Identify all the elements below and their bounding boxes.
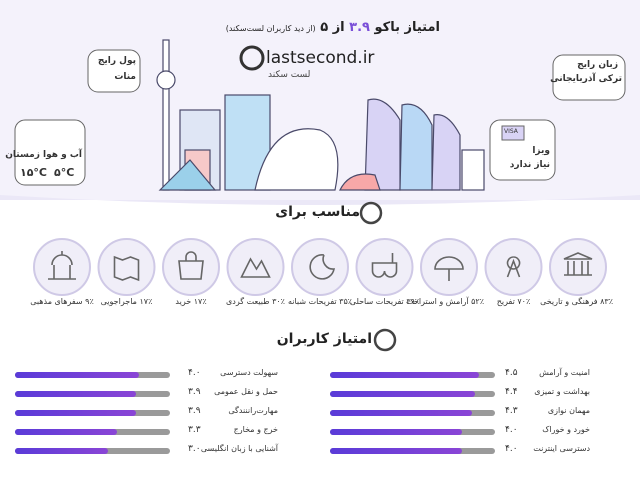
title-start: امتیاز باکو: [374, 20, 440, 35]
icon-circle: [355, 238, 414, 296]
rating-bar: [15, 372, 139, 378]
icon-circle: [549, 238, 607, 296]
icon: [434, 256, 464, 281]
weather-low: ۵°C: [54, 166, 75, 179]
rating-bar: [15, 429, 118, 435]
icon-circle: [33, 238, 91, 296]
rating-score: ۳.۹: [188, 406, 201, 416]
rating-score: ۴.۰: [505, 444, 518, 454]
rating-score: ۴.۳: [505, 406, 518, 416]
rating-label: آشنایی با زبان انگلیسی: [200, 444, 278, 453]
rating-score: ۳.۹: [188, 387, 201, 397]
score: ۳.۹: [349, 20, 370, 35]
rating-label: خرج و مخارج: [233, 425, 278, 434]
title-of: از: [332, 20, 345, 35]
rating-bar: [15, 410, 136, 416]
rating-bar: [15, 448, 108, 454]
language-value: ترکی آذربایجانی: [550, 74, 622, 84]
currency-value: منات: [114, 72, 136, 82]
suitable-label: ۷۰٪ تفریح: [496, 297, 531, 306]
rating-label: سهولت دسترسی: [220, 368, 278, 377]
max: ۵: [320, 20, 329, 35]
rating-label: دسترسی اینترنت: [533, 444, 590, 453]
suitable-label: ۱۷٪ ماجراجویی: [100, 297, 153, 306]
icon: [113, 255, 140, 282]
suitable-label: ۱۷٪ خرید: [175, 297, 207, 306]
rating-label: حمل و نقل عمومی: [214, 387, 278, 396]
ratings-title: امتیاز کاربران: [276, 331, 372, 347]
weather-high: ۱۵°C: [20, 166, 48, 179]
subtitle: (از دید کاربران لست‌سکند): [225, 24, 316, 33]
suitable-title: مناسب برای: [275, 204, 360, 220]
rating-bar: [15, 391, 136, 397]
rating-score: ۴.۵: [505, 368, 518, 378]
icon: [371, 253, 398, 278]
suitable-label: ۳۰٪ طبیعت گردی: [226, 297, 285, 306]
rating-label: مهمان نوازی: [547, 406, 590, 415]
icon-circle: [97, 238, 156, 296]
suitable-label: ۸۳٪ فرهنگی و تاریخی: [540, 297, 613, 306]
rating-label: بهداشت و تمیزی: [534, 387, 590, 396]
icon-circle: [162, 238, 220, 296]
rating-score: ۴.۰: [505, 425, 518, 435]
rating-label: مهارت‌راننندگی: [228, 406, 278, 415]
title: امتیاز باکو ۳.۹ از ۵ (از دید کاربران لست…: [226, 20, 440, 35]
suitable-label: ۵۲٪ آرامش و استراحت: [406, 297, 484, 306]
logo-persian: لست سکند: [268, 70, 311, 80]
weather-title: آب و هوا زمستان: [5, 150, 82, 160]
icon: [240, 257, 271, 278]
icon-circle: [420, 238, 478, 296]
rating-score: ۴.۰: [188, 368, 201, 378]
suitable-label: ۳۵٪ تفریحات شبانه: [287, 297, 353, 306]
icon-circle: [291, 238, 349, 296]
icon: [178, 251, 204, 280]
visa-title: ویزا: [532, 146, 550, 156]
rating-bar: [330, 372, 479, 378]
currency-title: پول رایج: [97, 56, 136, 66]
rating-score: ۳.۰: [188, 444, 201, 454]
icon: [506, 256, 521, 278]
icon: [309, 254, 335, 280]
rating-bar: [330, 410, 472, 416]
language-title: زبان رایج: [577, 60, 618, 70]
icon: [563, 252, 593, 276]
icon-circle: [484, 238, 543, 296]
rating-score: ۴.۴: [505, 387, 518, 397]
rating-bar: [330, 448, 462, 454]
rating-score: ۳.۳: [188, 425, 201, 435]
rating-bar: [330, 391, 476, 397]
logo-latin: lastsecond.ir: [266, 48, 375, 68]
suitable-label: ۳۹٪ تفریحات ساحلی: [349, 297, 420, 306]
rating-label: خورد و خوراک: [542, 425, 590, 434]
visa-value: نیاز ندارد: [509, 160, 550, 170]
suitable-label: ۹٪ سفرهای مذهبی: [30, 297, 94, 306]
visa-badge: VISA: [504, 128, 518, 135]
icon: [48, 251, 76, 280]
rating-label: امنیت و آرامش: [539, 368, 590, 377]
rating-bar: [330, 429, 462, 435]
